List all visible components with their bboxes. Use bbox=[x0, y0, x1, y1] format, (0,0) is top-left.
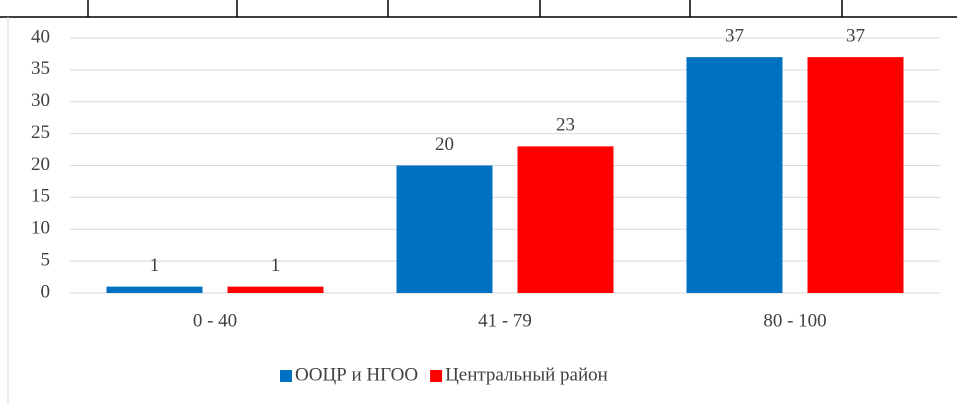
x-tick-label: 0 - 40 bbox=[193, 310, 237, 331]
y-tick-label: 30 bbox=[31, 90, 50, 111]
y-tick-label: 5 bbox=[41, 249, 51, 270]
y-tick-label: 10 bbox=[31, 218, 50, 239]
x-tick-label: 41 - 79 bbox=[478, 310, 532, 331]
y-tick-label: 25 bbox=[31, 122, 50, 143]
legend-swatch bbox=[280, 370, 292, 382]
y-tick-label: 40 bbox=[31, 26, 50, 47]
y-tick-label: 20 bbox=[31, 154, 50, 175]
bar bbox=[807, 57, 904, 293]
data-label: 1 bbox=[150, 255, 160, 276]
bar bbox=[396, 165, 493, 293]
legend-swatch bbox=[430, 370, 443, 382]
bar bbox=[686, 57, 783, 293]
legend-label: Центральный район bbox=[445, 364, 608, 385]
bar bbox=[227, 286, 324, 293]
table-cells bbox=[87, 0, 843, 17]
y-tick-label: 15 bbox=[31, 186, 50, 207]
x-tick-label: 80 - 100 bbox=[763, 310, 826, 331]
bar bbox=[106, 286, 203, 293]
data-label: 37 bbox=[725, 25, 744, 46]
data-label: 20 bbox=[435, 134, 454, 155]
y-tick-label: 0 bbox=[41, 281, 51, 302]
legend-label: ООЦР и НГОО bbox=[295, 364, 418, 385]
data-label: 23 bbox=[556, 115, 575, 136]
y-tick-label: 35 bbox=[31, 58, 50, 79]
bar bbox=[517, 146, 614, 293]
data-label: 1 bbox=[271, 255, 281, 276]
data-label: 37 bbox=[846, 25, 865, 46]
